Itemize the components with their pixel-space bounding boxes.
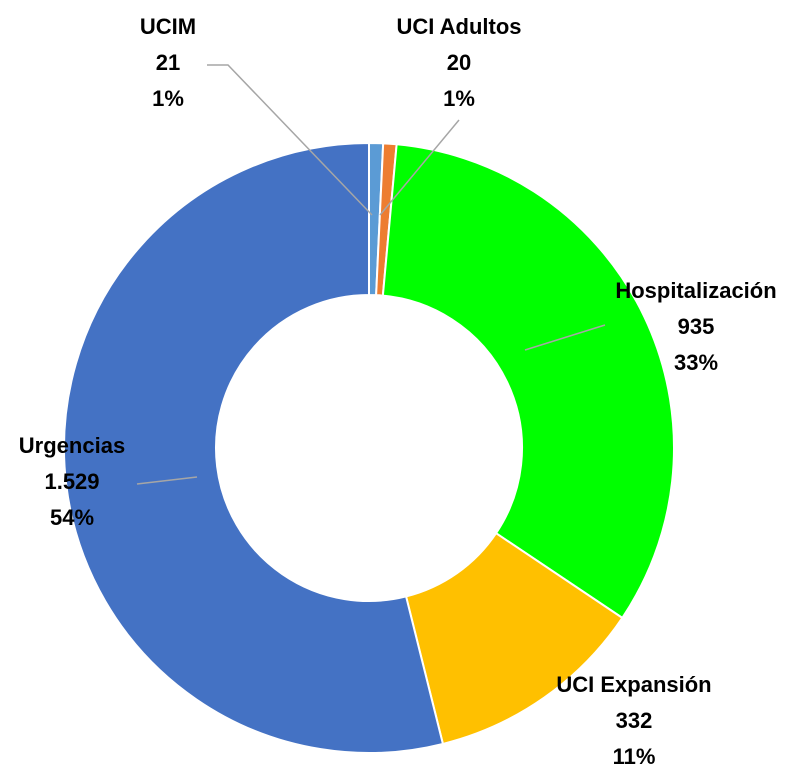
percent-label: 33% — [674, 350, 718, 375]
slice — [381, 143, 675, 620]
category-label: UCIM — [140, 14, 196, 39]
percent-label: 1% — [443, 86, 475, 111]
percent-label: 1% — [152, 86, 184, 111]
value-label: 332 — [616, 708, 653, 733]
leader-line — [207, 64, 373, 216]
value-label: 1.529 — [44, 469, 99, 494]
category-label: Urgencias — [19, 433, 125, 458]
value-label: 21 — [156, 50, 180, 75]
value-label: 935 — [678, 314, 715, 339]
value-label: 20 — [447, 50, 471, 75]
slice — [63, 141, 445, 754]
percent-label: 54% — [50, 505, 94, 530]
leader-line — [379, 119, 460, 216]
category-label: UCI Expansión — [556, 672, 711, 697]
category-label: Hospitalización — [615, 278, 776, 303]
category-label: UCI Adultos — [396, 14, 521, 39]
slice — [404, 531, 624, 746]
leader-line — [136, 476, 198, 485]
leader-line — [524, 324, 606, 351]
percent-label: 11% — [613, 744, 656, 768]
